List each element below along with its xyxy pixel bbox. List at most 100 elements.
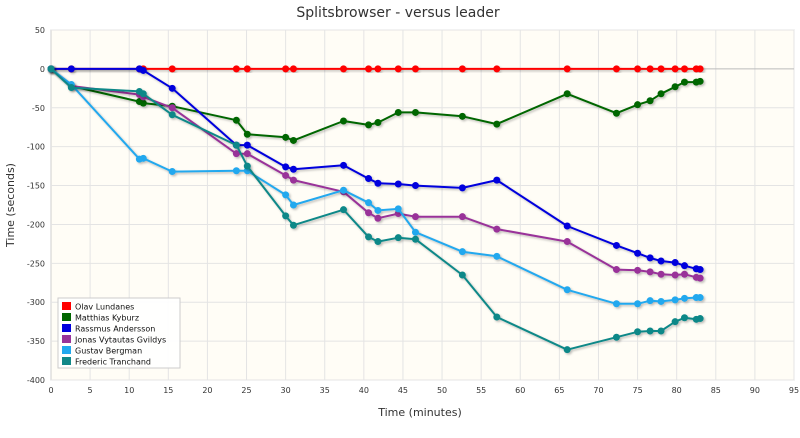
series-point[interactable]: [646, 254, 654, 262]
series-point[interactable]: [365, 65, 373, 73]
series-point[interactable]: [282, 212, 290, 220]
series-point[interactable]: [289, 221, 297, 229]
series-point[interactable]: [394, 65, 402, 73]
series-point[interactable]: [340, 206, 348, 214]
series-point[interactable]: [634, 249, 642, 257]
series-point[interactable]: [493, 313, 501, 321]
series-point[interactable]: [394, 108, 402, 116]
series-point[interactable]: [340, 117, 348, 125]
series-point[interactable]: [411, 182, 419, 190]
series-point[interactable]: [657, 90, 665, 98]
series-point[interactable]: [634, 328, 642, 336]
series-point[interactable]: [365, 175, 373, 183]
series-point[interactable]: [411, 228, 419, 236]
series-point[interactable]: [411, 65, 419, 73]
series-point[interactable]: [365, 233, 373, 241]
series-point[interactable]: [681, 65, 689, 73]
series-point[interactable]: [458, 248, 466, 256]
series-point[interactable]: [646, 268, 654, 276]
series-point[interactable]: [671, 83, 679, 91]
series-point[interactable]: [458, 65, 466, 73]
series-point[interactable]: [139, 154, 147, 162]
series-point[interactable]: [374, 65, 382, 73]
series-point[interactable]: [657, 257, 665, 265]
series-point[interactable]: [374, 206, 382, 214]
series-point[interactable]: [493, 65, 501, 73]
series-point[interactable]: [493, 120, 501, 128]
series-point[interactable]: [612, 241, 620, 249]
series-point[interactable]: [671, 259, 679, 267]
series-point[interactable]: [374, 179, 382, 187]
series-point[interactable]: [681, 262, 689, 270]
series-point[interactable]: [612, 333, 620, 341]
series-point[interactable]: [634, 65, 642, 73]
series-point[interactable]: [612, 266, 620, 274]
series-point[interactable]: [646, 97, 654, 105]
series-point[interactable]: [493, 176, 501, 184]
series-point[interactable]: [411, 213, 419, 221]
series-point[interactable]: [282, 163, 290, 171]
series-point[interactable]: [612, 65, 620, 73]
series-point[interactable]: [657, 327, 665, 335]
series-point[interactable]: [282, 65, 290, 73]
series-point[interactable]: [657, 65, 665, 73]
series-point[interactable]: [681, 270, 689, 278]
series-point[interactable]: [243, 65, 251, 73]
series-point[interactable]: [671, 65, 679, 73]
series-point[interactable]: [634, 101, 642, 109]
series-point[interactable]: [340, 186, 348, 194]
series-point[interactable]: [493, 225, 501, 233]
series-point[interactable]: [563, 90, 571, 98]
series-point[interactable]: [563, 346, 571, 354]
series-point[interactable]: [289, 201, 297, 209]
series-point[interactable]: [374, 119, 382, 127]
series-point[interactable]: [458, 112, 466, 120]
series-point[interactable]: [394, 205, 402, 213]
series-point[interactable]: [681, 314, 689, 322]
series-point[interactable]: [47, 65, 55, 73]
series-point[interactable]: [289, 165, 297, 173]
series-point[interactable]: [696, 77, 704, 85]
series-point[interactable]: [340, 65, 348, 73]
series-point[interactable]: [282, 171, 290, 179]
series-point[interactable]: [374, 238, 382, 246]
series-point[interactable]: [139, 99, 147, 107]
series-point[interactable]: [657, 297, 665, 305]
series-point[interactable]: [168, 168, 176, 176]
series-point[interactable]: [696, 266, 704, 274]
series-point[interactable]: [282, 133, 290, 141]
series-point[interactable]: [289, 136, 297, 144]
series-point[interactable]: [243, 141, 251, 149]
series-point[interactable]: [612, 300, 620, 308]
series-point[interactable]: [563, 286, 571, 294]
series-point[interactable]: [232, 150, 240, 158]
series-point[interactable]: [563, 238, 571, 246]
series-point[interactable]: [394, 234, 402, 242]
series-point[interactable]: [168, 65, 176, 73]
series-point[interactable]: [671, 296, 679, 304]
series-point[interactable]: [458, 184, 466, 192]
series-point[interactable]: [289, 65, 297, 73]
series-point[interactable]: [374, 214, 382, 222]
series-point[interactable]: [634, 300, 642, 308]
series-point[interactable]: [139, 66, 147, 74]
series-point[interactable]: [168, 104, 176, 112]
series-point[interactable]: [232, 141, 240, 149]
series-point[interactable]: [612, 109, 620, 117]
series-point[interactable]: [563, 222, 571, 230]
series-point[interactable]: [365, 121, 373, 129]
series-point[interactable]: [657, 270, 665, 278]
series-point[interactable]: [646, 327, 654, 335]
series-point[interactable]: [681, 294, 689, 302]
series-point[interactable]: [696, 274, 704, 282]
series-point[interactable]: [411, 108, 419, 116]
series-point[interactable]: [493, 252, 501, 260]
series-point[interactable]: [671, 271, 679, 279]
series-point[interactable]: [671, 318, 679, 326]
series-point[interactable]: [696, 315, 704, 323]
series-point[interactable]: [365, 209, 373, 217]
series-point[interactable]: [168, 84, 176, 92]
series-point[interactable]: [634, 266, 642, 274]
series-point[interactable]: [282, 191, 290, 199]
series-point[interactable]: [289, 176, 297, 184]
